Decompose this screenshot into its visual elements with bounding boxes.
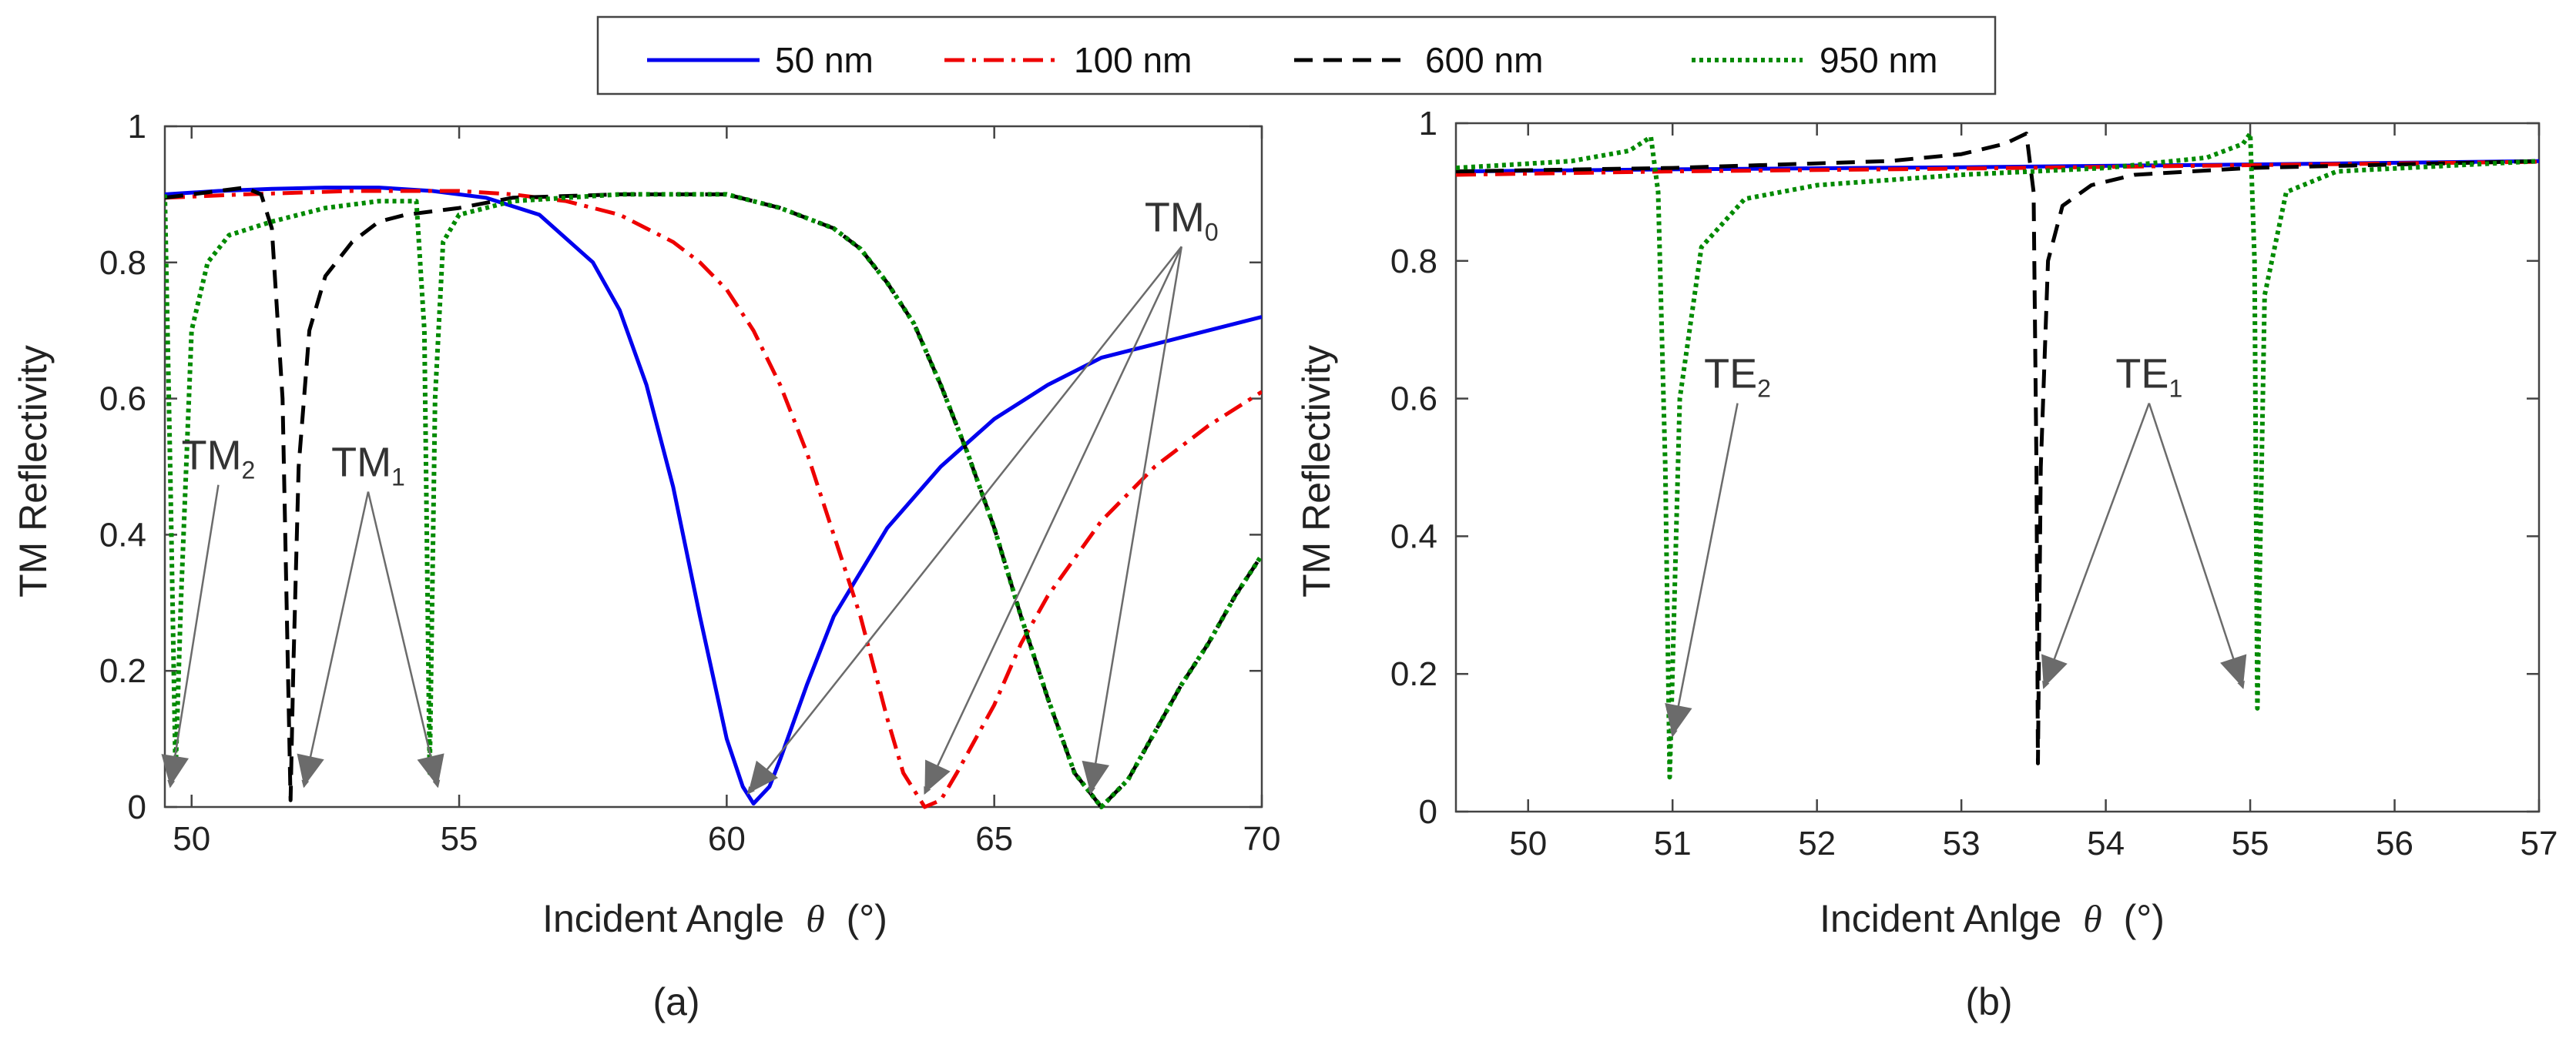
panel-a-xtick-label: 55: [441, 820, 478, 858]
panel-a-ytick-label: 0: [128, 789, 146, 826]
panel-a-ytick-label: 1: [128, 108, 146, 146]
panel-b-series-950nm: [1456, 131, 2539, 780]
legend-entry-100nm: 100 nm: [944, 40, 1192, 80]
legend-entry-600nm: 600 nm: [1294, 40, 1543, 80]
panel-a-ytick-label: 0.8: [99, 244, 146, 282]
panel-a-annotation-tm0-arrow: [1088, 246, 1183, 795]
panel-a-xlabel: Incident Angle θ (°): [542, 897, 887, 940]
panel-a-series-600nm: [165, 186, 1262, 809]
panel-b-axes-frame: [1454, 122, 2541, 813]
panel-b-annotation-te1-label: TE1: [2115, 351, 2182, 403]
panel-b-annotation-te1-arrow: [2042, 403, 2151, 689]
panel-a-caption: (a): [652, 980, 699, 1023]
panel-a-annotation-tm2-label-sub: 2: [242, 457, 256, 484]
panel-b-xlabel-symbol: θ: [2083, 897, 2102, 940]
panel-b-annotation-te2-label: TE2: [1704, 351, 1771, 403]
panel-a-annotation-tm1-arrowhead: [417, 753, 444, 787]
panel-b-ytick-label: 1: [1419, 105, 1437, 142]
panel-a-xlabel-symbol: θ: [806, 897, 825, 940]
panel-b-xtick-label: 55: [2232, 825, 2269, 862]
panel-b-annotation-te1-arrow: [2148, 403, 2245, 689]
panel-a-xlabel-unit: (°): [847, 897, 887, 940]
panel-b-annotation-te2-label-sub: 2: [1757, 375, 1771, 403]
panel-b-xlabel-unit: (°): [2124, 897, 2165, 940]
panel-a-annotation-tm2-label: TM2: [182, 433, 256, 484]
panel-b-caption: (b): [1965, 980, 2012, 1023]
panel-b-annotation-te1-label-main: TE: [2115, 351, 2168, 397]
panel-a-annotation-tm0-arrow: [746, 246, 1182, 795]
panel-b-ytick-label: 0: [1419, 793, 1437, 831]
legend-label-100nm: 100 nm: [1074, 40, 1192, 80]
panel-b-series-600nm: [1456, 131, 2539, 765]
legend-entry-950nm: 950 nm: [1692, 40, 1937, 80]
panel-b-xtick-label: 57: [2521, 825, 2558, 862]
panel-a-ytick-label: 0.2: [99, 652, 146, 690]
legend-label-950nm: 950 nm: [1820, 40, 1937, 80]
legend: 50 nm 100 nm 600 nm 950 nm: [596, 15, 1997, 95]
panel-a-ytick-label: 0.4: [99, 516, 146, 554]
panel-b-xtick-label: 53: [1943, 825, 1981, 862]
panel-b-ylabel: TM Reflectivity: [1295, 345, 1338, 598]
legend-entry-50nm: 50 nm: [647, 40, 874, 80]
panel-b-annotation-te2-arrow: [1669, 403, 1739, 738]
panel-a-annotation-tm2-arrowhead: [161, 754, 190, 787]
panel-a-ylabel: TM Reflectivity: [12, 345, 55, 598]
panel-a-annotation-tm0-arrowhead: [748, 760, 779, 794]
legend-label-50nm: 50 nm: [775, 40, 874, 80]
panel-a-xtick-label: 60: [708, 820, 746, 858]
panel-a-series-group: [165, 186, 1262, 809]
panel-a-annotation-tm1-label: TM1: [331, 440, 405, 491]
panel-b-annotation-te1-arrowhead: [2220, 654, 2247, 688]
panel-b-series-50nm: [1456, 159, 2539, 174]
panel-b-xlabel-text: Incident Anlge: [1820, 897, 2061, 940]
panel-a-annotation-tm0-label: TM0: [1145, 194, 1219, 246]
chart-panel-a: TM Reflectivity Incident Angle θ (°) (a)…: [12, 108, 1280, 1023]
panel-b-xtick-label: 54: [2087, 825, 2125, 862]
panel-a-annotation-tm1-label-sub: 1: [391, 464, 405, 491]
panel-a-annotation-tm1-arrowhead: [297, 753, 324, 787]
panel-b-ytick-label: 0.6: [1390, 380, 1437, 418]
panel-a-series-50nm: [165, 186, 1262, 806]
panel-b-annotation-te2-label-main: TE: [1704, 351, 1757, 397]
panel-a-xtick-label: 50: [173, 820, 210, 858]
panel-a-series-100nm: [165, 189, 1262, 809]
panel-b-series-group: [1456, 131, 2539, 780]
panel-b-xlabel: Incident Anlge θ (°): [1820, 897, 2165, 940]
panel-a-series-950nm: [165, 192, 1262, 809]
panel-a-annotation-tm0-label-main: TM: [1145, 194, 1205, 240]
panel-a-annotation-tm0-arrowhead: [1082, 760, 1110, 794]
panel-a-annotation-tm1-arrow: [367, 491, 441, 789]
panel-b-annotation-te1-arrowhead: [2041, 654, 2068, 688]
panel-b-ytick-label: 0.4: [1390, 517, 1437, 555]
panel-a-axes-frame: [163, 125, 1263, 809]
panel-b-annotation-te2-arrowhead: [1665, 702, 1692, 736]
panel-a-annotation-tm2-label-main: TM: [182, 433, 242, 479]
panel-a-annotation-tm0-arrow: [924, 246, 1182, 795]
panel-a-xtick-label: 65: [975, 820, 1013, 858]
panel-a-annotation-tm0-arrowhead: [924, 759, 951, 794]
panel-b-ytick-label: 0.8: [1390, 243, 1437, 280]
panel-a-annotation-tm2-arrow: [167, 484, 220, 789]
panel-b-xtick-label: 52: [1798, 825, 1836, 862]
panel-b-xtick-label: 56: [2376, 825, 2413, 862]
panel-a-xlabel-text: Incident Angle: [542, 897, 784, 940]
panel-a-xtick-label: 70: [1243, 820, 1281, 858]
chart-panel-b: TM Reflectivity Incident Anlge θ (°) (b)…: [1295, 105, 2558, 1023]
panel-a-ytick-label: 0.6: [99, 380, 146, 418]
panel-a-annotation-tm0-label-sub: 0: [1205, 218, 1219, 246]
panel-b-xtick-label: 51: [1654, 825, 1692, 862]
panel-b-annotation-te1-label-sub: 1: [2168, 375, 2182, 403]
panel-b-xtick-label: 50: [1509, 825, 1547, 862]
legend-label-600nm: 600 nm: [1425, 40, 1543, 80]
panel-b-ytick-label: 0.2: [1390, 655, 1437, 693]
panel-a-annotation-tm1-label-main: TM: [331, 440, 391, 486]
panel-a-annotation-tm1-arrow: [301, 491, 370, 789]
